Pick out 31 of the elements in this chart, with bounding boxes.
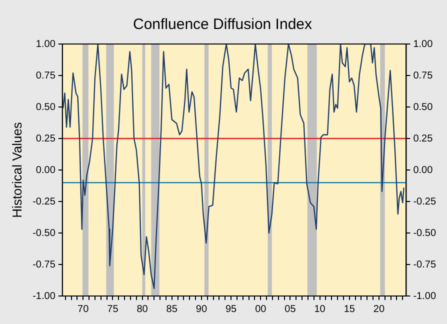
y-tick-label: 0.00 xyxy=(36,164,56,176)
y-tick-label: -0.75 xyxy=(32,259,56,270)
x-tick-label: 70 xyxy=(78,304,90,315)
y2-tick-label: -0.75 xyxy=(413,259,436,270)
x-tick-label: 10 xyxy=(314,304,326,315)
x-tick-label: 80 xyxy=(136,304,148,315)
y2-tick-label: 0.25 xyxy=(413,133,434,144)
y2-tick-label: -0.25 xyxy=(413,196,436,208)
x-tick-label: 00 xyxy=(255,304,267,315)
y-tick-label: -0.50 xyxy=(32,228,56,239)
y-tick-label: 1.00 xyxy=(36,38,56,50)
y2-tick-label: 1.00 xyxy=(413,38,434,50)
x-tick-label: 20 xyxy=(373,304,385,315)
y-tick-label: -1.00 xyxy=(32,290,56,302)
y2-tick-label: 0.50 xyxy=(413,102,434,113)
x-tick-label: 95 xyxy=(225,304,238,315)
y2-tick-label: -0.50 xyxy=(413,228,436,239)
y-axis-title: Historical Values xyxy=(9,122,24,218)
x-tick-label: 90 xyxy=(196,304,208,315)
y-tick-label: 0.50 xyxy=(36,102,56,113)
y2-tick-label: -1.00 xyxy=(413,290,436,302)
y-tick-label: 0.75 xyxy=(36,70,56,82)
chart-title: Confluence Diffusion Index xyxy=(132,16,312,34)
x-tick-label: 75 xyxy=(107,304,119,315)
x-tick-label: 05 xyxy=(284,304,296,315)
y-tick-label: -0.25 xyxy=(32,196,56,208)
y2-tick-label: 0.00 xyxy=(413,164,434,176)
x-tick-label: 85 xyxy=(166,304,178,315)
y-tick-label: 0.25 xyxy=(36,133,56,144)
x-tick-label: 15 xyxy=(344,304,356,315)
y2-tick-label: 0.75 xyxy=(413,70,434,82)
